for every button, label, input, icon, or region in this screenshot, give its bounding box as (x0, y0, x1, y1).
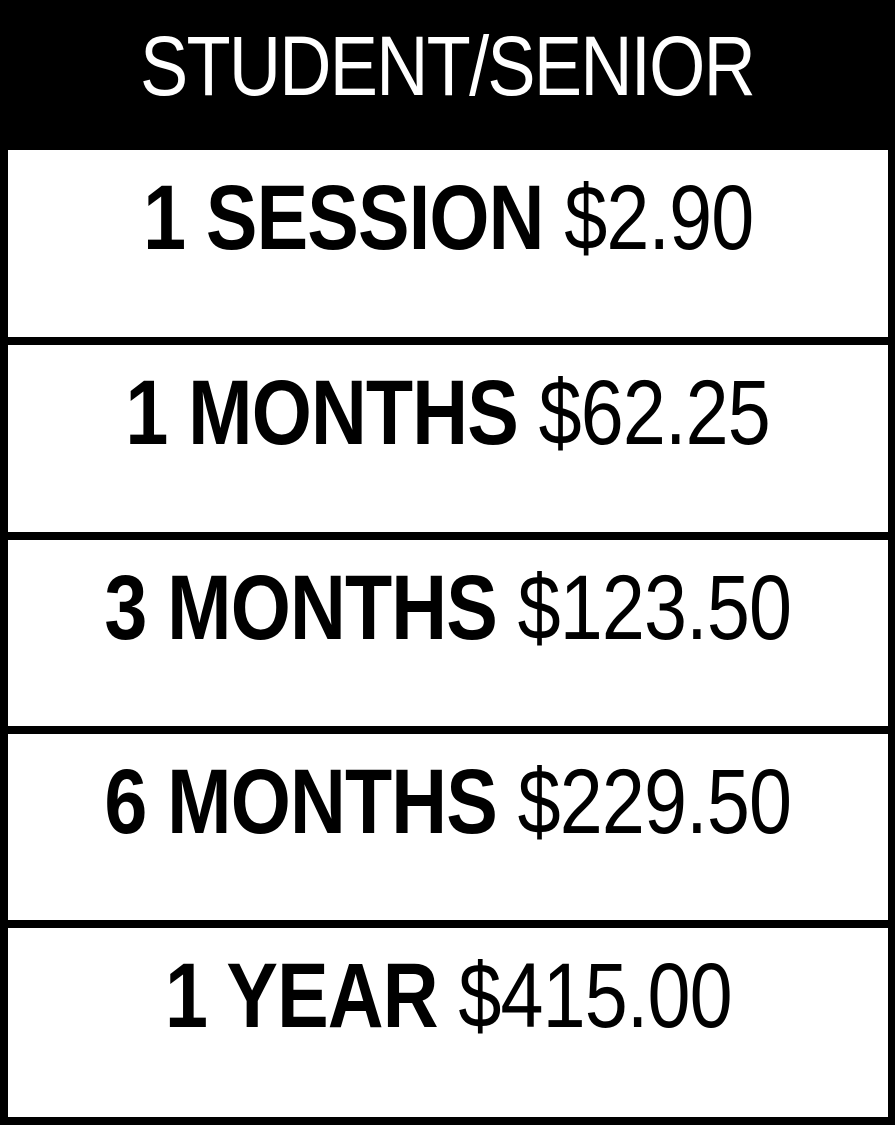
price-row-3-months: 3 MONTHS $123.50 (8, 540, 888, 726)
price-row-price: $2.90 (564, 167, 753, 269)
price-row-label: 1 SESSION (143, 167, 543, 269)
price-row-text: 1 SESSION $2.90 (143, 172, 753, 264)
price-row-text: 1 MONTHS $62.25 (126, 367, 771, 459)
price-row-label: 3 MONTHS (105, 557, 498, 659)
price-row-label: 1 YEAR (165, 945, 438, 1047)
price-row-price: $123.50 (518, 557, 791, 659)
price-row-label: 1 MONTHS (126, 362, 519, 464)
price-row-6-months: 6 MONTHS $229.50 (8, 734, 888, 920)
price-row-price: $62.25 (539, 362, 770, 464)
price-row-price: $229.50 (518, 751, 791, 853)
header-title: STUDENT/SENIOR (140, 24, 754, 108)
price-row-text: 3 MONTHS $123.50 (105, 562, 792, 654)
price-row-1-year: 1 YEAR $415.00 (8, 928, 888, 1117)
price-row-label: 6 MONTHS (105, 751, 498, 853)
price-row-1-session: 1 SESSION $2.90 (8, 150, 888, 337)
header: STUDENT/SENIOR (0, 0, 895, 145)
price-row-text: 1 YEAR $415.00 (165, 950, 732, 1042)
price-row-text: 6 MONTHS $229.50 (105, 756, 792, 848)
price-row-price: $415.00 (458, 945, 731, 1047)
price-row-1-month: 1 MONTHS $62.25 (8, 345, 888, 532)
